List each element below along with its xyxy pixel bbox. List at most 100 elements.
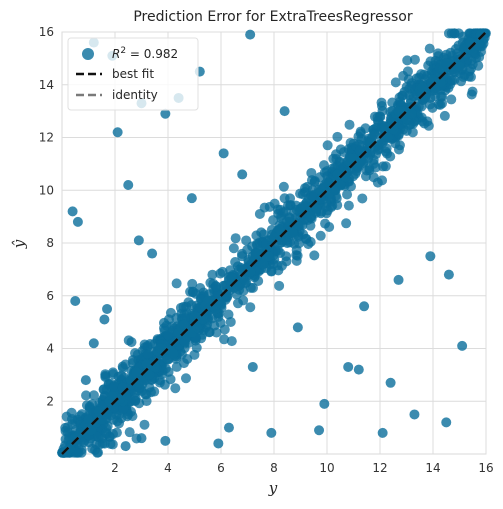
y-tick-label: 14 <box>39 78 54 92</box>
scatter-point <box>473 60 484 71</box>
scatter-point <box>147 248 158 259</box>
scatter-point <box>223 422 234 433</box>
scatter-point <box>160 108 171 119</box>
scatter-point <box>406 108 417 119</box>
scatter-point <box>315 194 326 205</box>
scatter-point <box>80 375 91 386</box>
scatter-point <box>72 216 83 227</box>
scatter-point <box>144 369 155 380</box>
scatter-point <box>454 61 465 72</box>
scatter-point <box>64 443 75 454</box>
scatter-point <box>186 193 197 204</box>
legend-marker-points <box>82 48 94 60</box>
scatter-point <box>195 283 206 294</box>
y-tick-label: 10 <box>39 183 54 197</box>
scatter-point <box>112 127 123 138</box>
x-tick-label: 14 <box>425 461 440 475</box>
scatter-point <box>344 119 355 130</box>
scatter-point <box>116 370 127 381</box>
scatter-point <box>67 435 78 446</box>
scatter-point <box>465 71 476 82</box>
legend-identity-label: identity <box>112 88 158 102</box>
scatter-point <box>341 218 352 229</box>
scatter-point <box>292 322 303 333</box>
scatter-point <box>282 238 293 248</box>
scatter-point <box>281 251 292 262</box>
scatter-point <box>96 414 107 425</box>
scatter-point <box>417 82 428 93</box>
scatter-point <box>298 229 309 240</box>
scatter-point <box>163 366 174 377</box>
scatter-point <box>446 94 457 105</box>
scatter-point <box>202 296 213 307</box>
scatter-point <box>126 337 137 348</box>
y-tick-label: 16 <box>39 25 54 39</box>
scatter-point <box>354 145 365 156</box>
scatter-point <box>275 204 286 215</box>
scatter-point <box>250 248 261 259</box>
scatter-point <box>238 295 249 306</box>
scatter-point <box>118 403 129 414</box>
scatter-point <box>141 359 152 370</box>
scatter-point <box>100 372 111 383</box>
x-tick-label: 2 <box>111 461 119 475</box>
scatter-point <box>398 70 409 81</box>
scatter-point <box>192 322 203 333</box>
scatter-point <box>425 92 436 103</box>
scatter-point <box>163 330 174 341</box>
scatter-point <box>342 189 353 200</box>
scatter-point <box>245 302 256 313</box>
scatter-point <box>155 343 166 354</box>
scatter-point <box>409 54 420 65</box>
x-tick-label: 16 <box>478 461 493 475</box>
y-axis-ticks: 2 4 6 8 10 12 14 16 <box>39 25 54 408</box>
chart-title: Prediction Error for ExtraTreesRegressor <box>133 9 413 25</box>
scatter-point <box>411 73 422 84</box>
scatter-point <box>132 349 143 360</box>
scatter-point <box>466 89 477 100</box>
legend-box <box>67 37 199 111</box>
scatter-point <box>218 148 229 159</box>
scatter-point <box>139 339 150 350</box>
scatter-point <box>70 296 81 307</box>
legend-r2-label: R2 = 0.982 <box>112 46 178 61</box>
scatter-point <box>390 77 401 88</box>
scatter-point <box>245 267 256 278</box>
scatter-point <box>134 398 145 409</box>
scatter-point <box>365 147 376 158</box>
scatter-point <box>309 250 320 261</box>
scatter-point <box>402 55 413 66</box>
scatter-point <box>457 340 468 351</box>
scatter-point <box>171 361 182 372</box>
scatter-point <box>353 364 364 375</box>
scatter-point <box>393 144 404 155</box>
y-tick-label: 2 <box>46 394 54 408</box>
scatter-point <box>237 169 248 180</box>
scatter-point <box>178 319 189 330</box>
scatter-point <box>453 28 464 39</box>
scatter-point <box>170 383 181 394</box>
scatter-point <box>377 105 388 116</box>
scatter-point <box>230 233 241 244</box>
scatter-point <box>302 181 313 192</box>
scatter-point <box>322 140 333 151</box>
scatter-point <box>124 427 135 438</box>
scatter-point <box>385 377 396 388</box>
scatter-point <box>143 349 154 360</box>
scatter-point <box>435 99 446 110</box>
scatter-point <box>171 278 182 289</box>
scatter-point <box>441 58 452 69</box>
scatter-point <box>237 251 248 262</box>
scatter-point <box>217 266 228 277</box>
scatter-point <box>253 266 264 277</box>
scatter-point <box>447 75 458 86</box>
scatter-point <box>319 398 330 409</box>
scatter-point <box>357 193 368 204</box>
scatter-point <box>276 260 287 271</box>
x-axis-label: y <box>268 479 278 497</box>
scatter-point <box>427 102 438 113</box>
scatter-point <box>245 29 256 40</box>
scatter-point <box>187 278 198 289</box>
scatter-point <box>320 218 331 229</box>
scatter-point <box>226 336 237 347</box>
